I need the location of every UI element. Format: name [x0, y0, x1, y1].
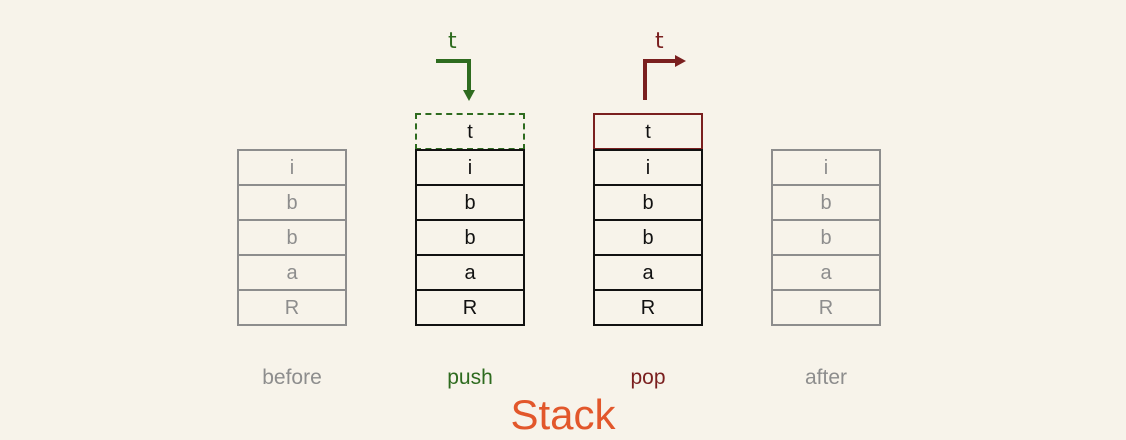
pop-arrow-label: t — [655, 29, 664, 54]
push-cell-0: i — [415, 149, 525, 186]
pop-cell-3: a — [593, 254, 703, 291]
before-cell-4: R — [237, 289, 347, 326]
push-cell-4: R — [415, 289, 525, 326]
before-label: before — [262, 366, 322, 389]
after-stack: i b b a R — [771, 149, 881, 326]
pop-top-cell: t — [593, 113, 703, 150]
before-cell-2: b — [237, 219, 347, 256]
after-cell-4: R — [771, 289, 881, 326]
pop-label: pop — [630, 366, 666, 389]
pop-cell-4: R — [593, 289, 703, 326]
before-cell-1: b — [237, 184, 347, 221]
push-cell-2: b — [415, 219, 525, 256]
push-top-cell: t — [415, 113, 525, 150]
diagram-title: Stack — [510, 391, 616, 438]
push-arrow-icon — [436, 59, 475, 101]
push-cell-1: b — [415, 184, 525, 221]
before-cell-0: i — [237, 149, 347, 186]
push-cell-3: a — [415, 254, 525, 291]
after-cell-2: b — [771, 219, 881, 256]
after-cell-3: a — [771, 254, 881, 291]
pop-stack: i b b a R — [593, 149, 703, 326]
push-label: push — [447, 366, 493, 389]
after-cell-0: i — [771, 149, 881, 186]
push-arrow-label: t — [448, 29, 457, 54]
pop-cell-2: b — [593, 219, 703, 256]
before-stack: i b b a R — [237, 149, 347, 326]
pop-cell-1: b — [593, 184, 703, 221]
pop-arrow-icon — [643, 55, 686, 100]
push-stack: i b b a R — [415, 149, 525, 326]
pop-cell-0: i — [593, 149, 703, 186]
after-label: after — [804, 366, 848, 389]
before-cell-3: a — [237, 254, 347, 291]
arrows-layer — [436, 55, 686, 101]
after-cell-1: b — [771, 184, 881, 221]
